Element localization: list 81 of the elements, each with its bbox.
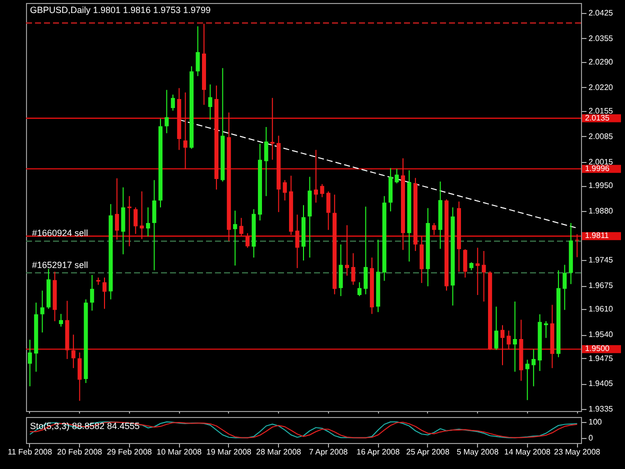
x-tick-label: 11 Feb 2008 bbox=[8, 448, 53, 456]
y-tick-label: 1.9405 bbox=[588, 379, 614, 388]
candlestick bbox=[183, 92, 188, 170]
ref-line-label: 1.9811 bbox=[585, 231, 610, 240]
candlestick bbox=[58, 313, 63, 328]
y-tick-label: 100 bbox=[588, 417, 602, 426]
y-tick-label: 2.0355 bbox=[588, 34, 614, 43]
y-tick-label: 1.9610 bbox=[588, 304, 614, 314]
candlestick bbox=[282, 180, 287, 201]
y-tick-label: 1.9335 bbox=[588, 404, 614, 414]
candlestick bbox=[114, 178, 119, 240]
ref-line-label: 1.9500 bbox=[585, 344, 610, 354]
y-tick-label: 0 bbox=[588, 434, 594, 443]
candlestick bbox=[532, 348, 536, 387]
candlestick bbox=[482, 250, 486, 302]
x-tick-label: 10 Mar 2008 bbox=[156, 448, 202, 456]
candlestick bbox=[152, 180, 156, 271]
x-tick-label: 23 May 2008 bbox=[554, 448, 601, 456]
x-tick-label: 25 Apr 2008 bbox=[406, 448, 450, 456]
y-tick-label: 1.9475 bbox=[588, 354, 614, 363]
candlestick bbox=[525, 359, 530, 401]
candlestick bbox=[314, 149, 318, 204]
candlestick bbox=[326, 190, 330, 230]
x-tick-label: 20 Feb 2008 bbox=[57, 448, 103, 456]
candlestick bbox=[164, 89, 169, 134]
candlestick bbox=[512, 301, 517, 372]
candlestick bbox=[127, 196, 132, 247]
chart-title: GBPUSD,Daily 1.9801 1.9816 1.9753 1.9799 bbox=[30, 5, 211, 15]
candlestick bbox=[394, 168, 399, 184]
x-tick-label: 16 Apr 2008 bbox=[356, 448, 400, 456]
x-tick-label: 29 Feb 2008 bbox=[106, 448, 152, 456]
y-tick-label: 2.0425 bbox=[588, 8, 614, 18]
x-tick-label: 19 Mar 2008 bbox=[206, 448, 252, 456]
candlestick bbox=[78, 352, 82, 402]
candlestick bbox=[233, 210, 238, 266]
x-tick-label: 28 Mar 2008 bbox=[256, 448, 302, 456]
candlestick bbox=[463, 248, 468, 278]
ref-line-label: 1.9996 bbox=[585, 164, 610, 173]
candlestick bbox=[320, 184, 324, 198]
candlestick bbox=[239, 217, 244, 236]
candlestick bbox=[562, 264, 567, 310]
candlestick bbox=[494, 306, 498, 350]
candlestick bbox=[500, 324, 505, 366]
candlestick bbox=[575, 234, 580, 258]
candlestick bbox=[506, 330, 511, 350]
candlestick bbox=[246, 232, 250, 248]
candlestick bbox=[338, 244, 343, 297]
candlestick bbox=[196, 26, 200, 77]
candlestick bbox=[71, 334, 76, 369]
candlestick bbox=[40, 290, 44, 333]
candlestick bbox=[134, 206, 138, 234]
candlestick bbox=[90, 274, 94, 312]
y-tick-label: 1.9675 bbox=[588, 281, 614, 290]
candlestick bbox=[432, 222, 436, 236]
y-tick-label: 2.0015 bbox=[588, 157, 614, 166]
ref-line-label: 2.0135 bbox=[585, 113, 610, 122]
candlestick bbox=[364, 206, 368, 295]
x-tick-label: 5 May 2008 bbox=[456, 448, 500, 456]
y-tick-label: 2.0085 bbox=[588, 132, 614, 141]
candlestick bbox=[351, 252, 356, 286]
y-tick-label: 2.0220 bbox=[588, 82, 614, 92]
candlestick bbox=[170, 94, 175, 112]
x-tick-label: 14 May 2008 bbox=[504, 448, 552, 456]
candlestick bbox=[102, 277, 107, 310]
candlestick bbox=[208, 84, 212, 120]
candlestick bbox=[476, 247, 480, 296]
candlestick bbox=[295, 214, 300, 269]
ref-line-label: #1652917 sell bbox=[32, 260, 88, 270]
y-tick-label: 2.0155 bbox=[588, 106, 614, 116]
y-tick-label: 1.9880 bbox=[588, 206, 614, 216]
candlestick bbox=[345, 224, 350, 276]
candlestick bbox=[264, 126, 268, 197]
candlestick bbox=[140, 190, 144, 240]
y-tick-label: 1.9540 bbox=[588, 330, 614, 340]
candlestick bbox=[357, 282, 362, 297]
candlestick bbox=[146, 206, 150, 237]
y-tick-label: 1.9745 bbox=[588, 256, 614, 265]
y-tick-label: 1.9950 bbox=[588, 181, 614, 190]
x-tick-label: 7 Apr 2008 bbox=[309, 448, 348, 456]
y-tick-label: 2.0290 bbox=[588, 57, 614, 66]
candlestick bbox=[28, 339, 32, 387]
